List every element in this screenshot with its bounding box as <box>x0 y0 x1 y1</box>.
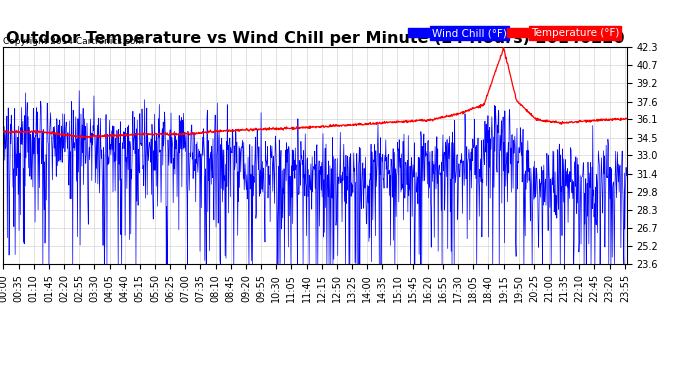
Text: Copyright 2014 Cartronics.com: Copyright 2014 Cartronics.com <box>3 38 145 46</box>
Legend: Wind Chill (°F), Temperature (°F): Wind Chill (°F), Temperature (°F) <box>406 26 621 40</box>
Title: Outdoor Temperature vs Wind Chill per Minute (24 Hours) 20140220: Outdoor Temperature vs Wind Chill per Mi… <box>6 31 624 46</box>
